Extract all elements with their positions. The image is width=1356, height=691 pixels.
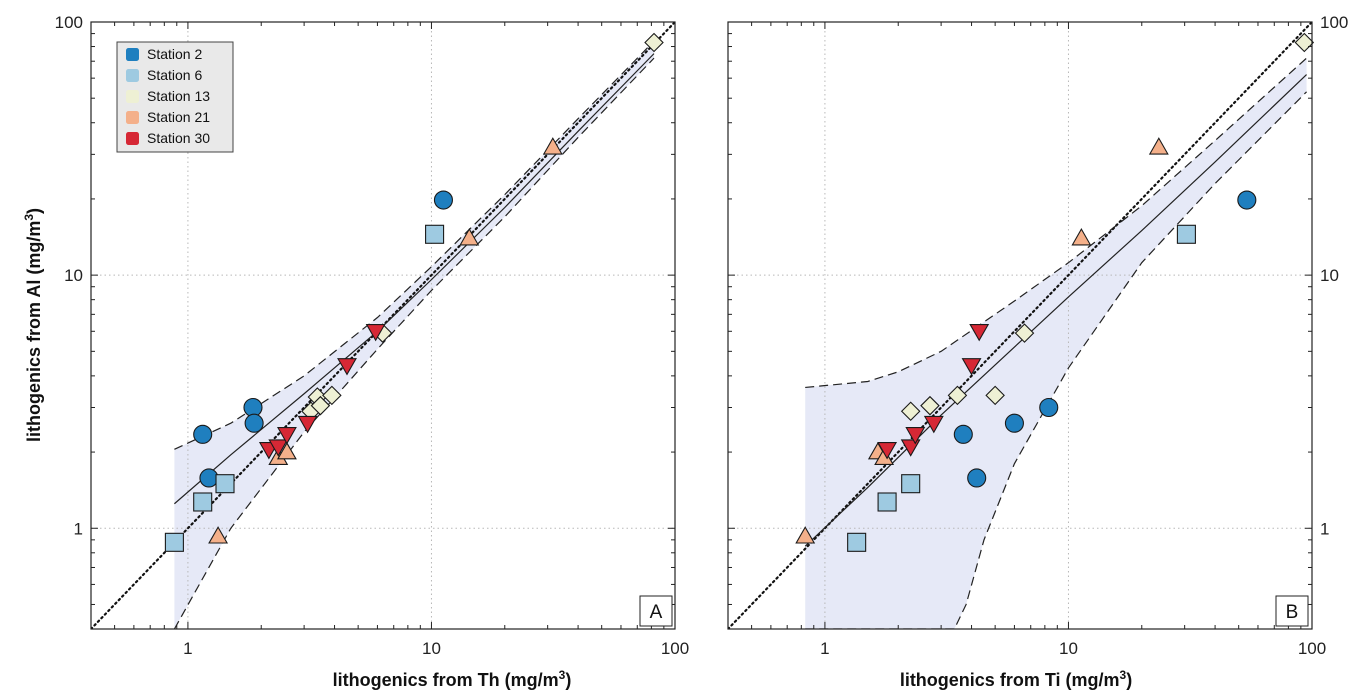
panel-a-data-point	[276, 427, 297, 445]
panel-a-data-point	[459, 228, 480, 246]
panel-a-x-tick-label: 100	[661, 639, 689, 658]
panel-b-data-point	[969, 323, 990, 342]
panel-a-data-point	[542, 137, 563, 155]
panel-b-series-station-21	[795, 137, 1169, 544]
panel-b-y-tick-label: 10	[1320, 266, 1339, 285]
panel-b-data-point	[900, 401, 921, 421]
panel-b-plot-frame	[727, 21, 1313, 630]
panel-a-data-point	[208, 526, 229, 544]
panel-a-data-point	[276, 441, 297, 460]
panel-b-data-point	[901, 474, 921, 494]
panel-a-series-station-6	[164, 224, 445, 552]
panel-b-data-point	[961, 358, 982, 376]
panel-b-data-point	[1071, 228, 1092, 246]
panel-b-data-point	[1176, 224, 1196, 244]
legend-swatch	[126, 111, 139, 124]
panel-b-data-point	[905, 427, 926, 445]
panel-a-fit-line	[174, 53, 655, 505]
panel-a-y-tick-label: 100	[55, 13, 83, 32]
panel-a-letter-box: A	[639, 595, 673, 627]
panel-b-x-axis-label: lithogenics from Ti (mg/m3)	[900, 668, 1132, 690]
panel-b-ci-lower-line	[805, 91, 1307, 629]
legend-swatch	[126, 69, 139, 82]
panel-b-data-point	[920, 395, 940, 416]
panel-a-series-station-2	[193, 190, 453, 488]
panel-b-data-point	[1004, 413, 1024, 433]
panel-b-data-point	[967, 468, 987, 488]
panel-a-y-tick-label: 10	[64, 266, 83, 285]
panel-a-data-point	[644, 32, 664, 53]
panel-b-data-point	[847, 532, 867, 552]
panel-b-one-to-one-line	[728, 22, 1312, 629]
panel-b-data-point	[795, 526, 816, 544]
panel-a-x-tick-label: 10	[422, 639, 441, 658]
panel-b-series-station-30	[877, 323, 990, 460]
panel-b-x-tick-label: 10	[1059, 639, 1078, 658]
panel-a-data-point	[337, 358, 357, 376]
panel-a-data-point	[310, 395, 331, 416]
panel-b-x-tick-label: 1	[820, 639, 829, 658]
legend-label: Station 13	[147, 88, 210, 104]
panel-b-data-point	[1014, 323, 1035, 343]
panel-b-series-station-6	[847, 224, 1196, 552]
panel-a-ci-upper-line	[174, 40, 655, 450]
panel-a-x-tick-label: 1	[183, 639, 192, 658]
panel-b-series-station-2	[953, 190, 1257, 488]
panel-a-plot-frame	[90, 21, 676, 630]
legend-swatch	[126, 48, 139, 61]
panel-b-y-tick-label: 100	[1320, 13, 1348, 32]
panel-b-data-point	[877, 492, 897, 512]
panel-b-data-point	[923, 415, 944, 434]
panel-a-data-point	[297, 415, 318, 434]
legend-label: Station 30	[147, 130, 210, 146]
panel-b-chart: 1 10 100 1 10 100 B lithogenics from Ti (mg/m…	[727, 13, 1348, 690]
panel-b-confidence-band	[805, 58, 1307, 629]
panel-a-data-point	[268, 439, 289, 457]
panel-b-data-point	[985, 385, 1005, 406]
legend-label: Station 21	[147, 109, 210, 125]
panel-b-letter: B	[1286, 602, 1299, 623]
panel-a-data-point	[425, 224, 445, 244]
panel-b-fit-line	[804, 74, 1307, 547]
panel-a-x-axis-label: lithogenics from Th (mg/m3)	[333, 668, 572, 690]
panel-b-series-station-13	[900, 32, 1315, 421]
panel-a-data-point	[193, 424, 213, 444]
panel-b-data-point	[877, 442, 898, 460]
panel-b-data-point	[1039, 397, 1059, 418]
panel-a-data-point	[365, 323, 386, 342]
panel-a-series-station-30	[258, 323, 386, 460]
panel-a-data-point	[215, 474, 235, 494]
panel-a-letter: A	[650, 602, 663, 623]
panel-b-ci-upper-line	[805, 57, 1307, 389]
panel-b-letter-box: B	[1275, 595, 1309, 627]
panel-a-data-point	[433, 190, 453, 210]
panel-b-data-point	[947, 385, 968, 406]
panel-a-data-point	[199, 468, 219, 488]
panel-a-y-tick-label: 1	[74, 519, 83, 538]
panel-a-ci-lower-line	[173, 57, 655, 629]
panel-b-y-tick-label: 1	[1320, 519, 1329, 538]
panel-a-data-point	[244, 413, 264, 433]
legend-label: Station 2	[147, 46, 202, 62]
panel-b-data-point	[953, 424, 973, 444]
legend: Station 2 Station 6 Station 13 Station 21 St…	[116, 41, 234, 153]
panel-a-data-point	[193, 492, 213, 512]
panel-a-data-point	[164, 532, 184, 552]
panel-b-data-point	[1148, 137, 1169, 155]
panel-b-data-point	[1237, 190, 1257, 210]
legend-swatch	[126, 132, 139, 145]
panel-a-data-point	[322, 385, 342, 406]
legend-label: Station 6	[147, 67, 202, 83]
panel-a-confidence-band	[174, 41, 655, 629]
y-axis-label: lithogenics from Al (mg/m3)	[22, 208, 44, 442]
panel-b-x-tick-label: 100	[1298, 639, 1326, 658]
legend-swatch	[126, 90, 139, 103]
